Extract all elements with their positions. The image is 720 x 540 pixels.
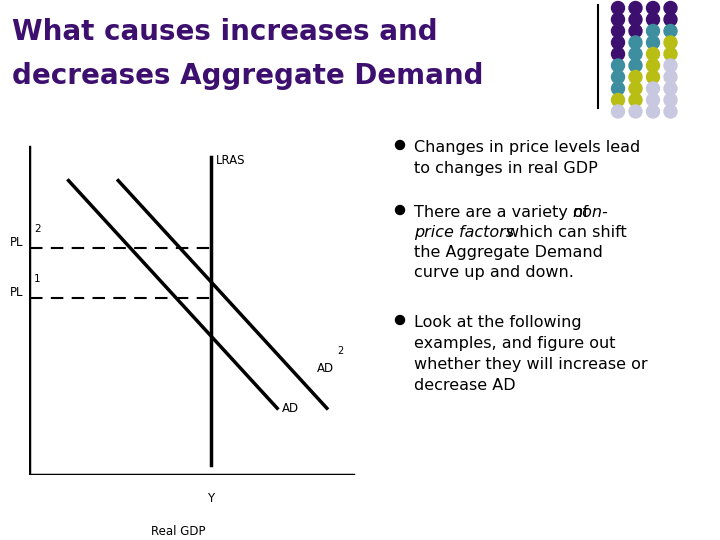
Text: Real GDP: Real GDP xyxy=(150,525,205,538)
Text: There are a variety of: There are a variety of xyxy=(414,205,593,220)
Circle shape xyxy=(647,48,660,60)
Circle shape xyxy=(647,24,660,37)
Circle shape xyxy=(664,48,677,60)
Circle shape xyxy=(664,24,677,37)
Circle shape xyxy=(611,48,624,60)
Text: What causes increases and: What causes increases and xyxy=(12,18,438,46)
Circle shape xyxy=(611,59,624,72)
Text: Changes in price levels lead
to changes in real GDP: Changes in price levels lead to changes … xyxy=(414,140,640,176)
Circle shape xyxy=(611,24,624,37)
Circle shape xyxy=(664,59,677,72)
Circle shape xyxy=(629,2,642,15)
Circle shape xyxy=(611,71,624,84)
Circle shape xyxy=(395,315,405,325)
Circle shape xyxy=(629,82,642,95)
Circle shape xyxy=(395,140,405,150)
Circle shape xyxy=(629,36,642,49)
Text: PL: PL xyxy=(10,236,24,249)
Text: PL: PL xyxy=(10,286,24,299)
Circle shape xyxy=(395,206,405,214)
Circle shape xyxy=(611,36,624,49)
Circle shape xyxy=(647,59,660,72)
Text: AD: AD xyxy=(282,402,300,415)
Circle shape xyxy=(647,105,660,118)
Text: 2: 2 xyxy=(337,346,343,356)
Text: price factors: price factors xyxy=(414,225,514,240)
Circle shape xyxy=(664,105,677,118)
Circle shape xyxy=(629,24,642,37)
Circle shape xyxy=(664,82,677,95)
Circle shape xyxy=(647,13,660,26)
Text: 1: 1 xyxy=(34,274,40,285)
Circle shape xyxy=(664,93,677,106)
Circle shape xyxy=(611,105,624,118)
Circle shape xyxy=(629,105,642,118)
Circle shape xyxy=(629,71,642,84)
Text: Look at the following
examples, and figure out
whether they will increase or
dec: Look at the following examples, and figu… xyxy=(414,315,647,393)
Text: 2: 2 xyxy=(34,224,40,234)
Circle shape xyxy=(629,59,642,72)
Text: Y: Y xyxy=(207,492,215,505)
Text: curve up and down.: curve up and down. xyxy=(414,265,574,280)
Circle shape xyxy=(629,13,642,26)
Circle shape xyxy=(629,48,642,60)
Circle shape xyxy=(664,2,677,15)
Circle shape xyxy=(647,93,660,106)
Circle shape xyxy=(647,71,660,84)
Circle shape xyxy=(611,13,624,26)
Circle shape xyxy=(664,36,677,49)
Text: decreases Aggregate Demand: decreases Aggregate Demand xyxy=(12,62,484,90)
Circle shape xyxy=(664,13,677,26)
Text: which can shift: which can shift xyxy=(501,225,626,240)
Circle shape xyxy=(611,82,624,95)
Text: non-: non- xyxy=(572,205,608,220)
Circle shape xyxy=(611,93,624,106)
Circle shape xyxy=(647,36,660,49)
Text: AD: AD xyxy=(317,362,334,375)
Circle shape xyxy=(647,82,660,95)
Circle shape xyxy=(664,71,677,84)
Circle shape xyxy=(611,2,624,15)
Circle shape xyxy=(647,2,660,15)
Circle shape xyxy=(629,93,642,106)
Text: the Aggregate Demand: the Aggregate Demand xyxy=(414,245,603,260)
Text: LRAS: LRAS xyxy=(216,154,246,167)
